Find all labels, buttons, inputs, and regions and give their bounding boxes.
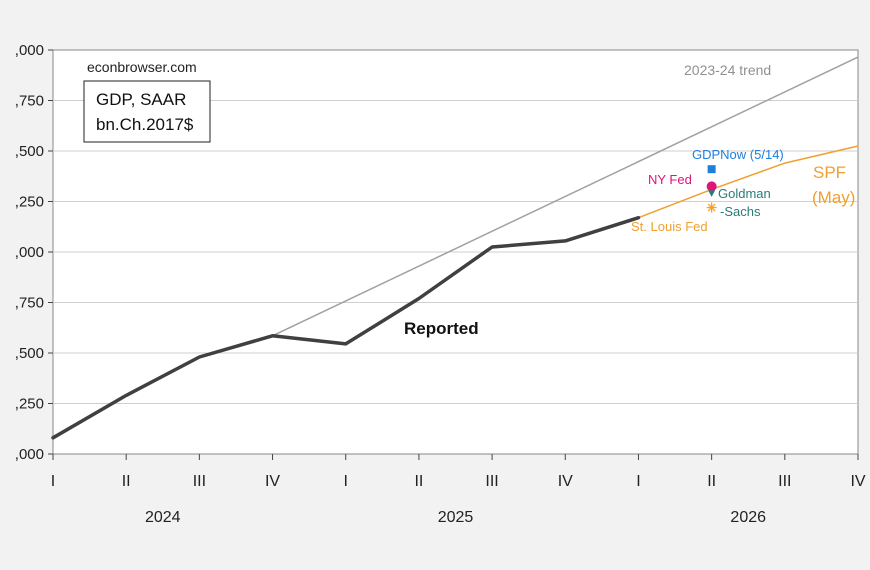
x-tick-label: II — [707, 473, 716, 490]
star-stroke — [707, 203, 716, 212]
goldman-label-line-1: Goldman — [718, 186, 771, 201]
source-label: econbrowser.com — [87, 59, 197, 75]
marker-gdpnow-5-14 — [707, 165, 716, 174]
spf-label-line-2: (May) — [812, 188, 855, 207]
y-axis: ,000 ,250 ,500 ,750 ,000 ,250 ,500 ,750 ,000 — [15, 42, 53, 463]
y-tick-label: ,000 — [15, 244, 44, 261]
y-tick-label: ,000 — [15, 446, 44, 463]
x-tick-label: I — [51, 473, 55, 490]
y-tick-label: ,250 — [15, 194, 44, 211]
stlouis-label: St. Louis Fed — [631, 219, 708, 234]
x-tick-label: IV — [265, 473, 280, 490]
y-tick-label: ,500 — [15, 143, 44, 160]
forecast-markers — [706, 165, 717, 213]
series-line-spf-may — [637, 145, 859, 219]
x-tick-label: II — [122, 473, 131, 490]
x-tick-label: I — [636, 473, 640, 490]
trend-label: 2023-24 trend — [684, 62, 771, 78]
x-tick-label: II — [414, 473, 423, 490]
gdpnow-label: GDPNow (5/14) — [692, 147, 784, 162]
marker-ny-fed — [706, 181, 717, 192]
series-lines — [51, 56, 859, 440]
y-tick-label: ,250 — [15, 396, 44, 413]
legend-box-line-1: GDP, SAAR — [96, 90, 186, 109]
legend-box-line-2: bn.Ch.2017$ — [96, 115, 194, 134]
gridlines — [53, 100, 858, 404]
y-tick-label: ,500 — [15, 345, 44, 362]
goldman-label-line-2: -Sachs — [720, 204, 761, 219]
x-tick-label: III — [778, 473, 791, 490]
y-tick-label: ,750 — [15, 295, 44, 312]
x-tick-label: III — [193, 473, 206, 490]
x-tick-label: I — [344, 473, 348, 490]
marker-goldman-sachs — [708, 190, 716, 197]
spf-label-line-1: SPF — [813, 163, 846, 182]
legend-box — [83, 80, 211, 143]
year-label: 2026 — [730, 509, 766, 526]
x-tick-label: IV — [558, 473, 573, 490]
marker-st-louis-fed — [706, 202, 717, 213]
x-tick-label: III — [485, 473, 498, 490]
x-tick-label: IV — [850, 473, 865, 490]
reported-label: Reported — [404, 319, 479, 338]
y-tick-label: ,000 — [15, 42, 44, 59]
nyfed-label: NY Fed — [648, 172, 692, 187]
year-label: 2025 — [438, 509, 474, 526]
series-line-2023-24-trend — [271, 56, 859, 337]
year-label: 2024 — [145, 509, 181, 526]
series-line-reported — [51, 215, 641, 440]
y-tick-label: ,750 — [15, 93, 44, 110]
